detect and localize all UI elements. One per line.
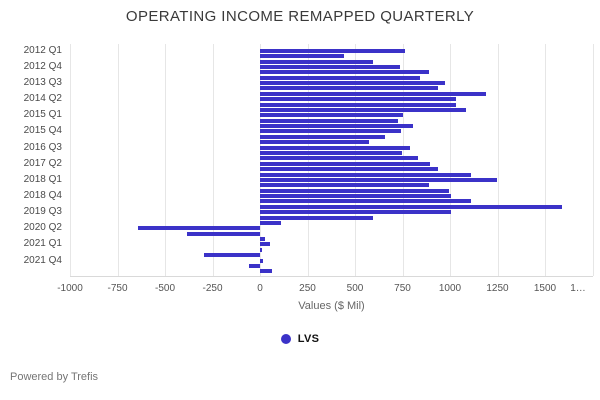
- bar-2016-Q3[interactable]: [260, 145, 411, 150]
- x-tick-label: -750: [107, 283, 128, 294]
- bar-2016-Q1[interactable]: [260, 134, 385, 139]
- y-tick-label: 2015 Q4: [23, 125, 62, 137]
- x-tick-label: 1000: [438, 283, 462, 294]
- x-tick-label: 1250: [486, 283, 509, 294]
- bar-2021-Q2[interactable]: [260, 247, 262, 252]
- y-tick-label: 2013 Q3: [23, 77, 62, 88]
- bar-2019-Q1[interactable]: [260, 199, 471, 204]
- bar-2017-Q3[interactable]: [260, 167, 438, 172]
- bar-2015-Q4[interactable]: [260, 129, 401, 134]
- legend-marker-icon: [280, 334, 291, 344]
- gridline: [212, 44, 214, 276]
- bar-2017-Q1[interactable]: [260, 156, 418, 161]
- bar-2018-Q4[interactable]: [260, 194, 451, 198]
- legend[interactable]: LVS: [0, 333, 600, 345]
- bar-2018-Q2[interactable]: [260, 183, 430, 188]
- y-tick-label: 2016 Q3: [23, 141, 62, 153]
- legend-series-label: LVS: [297, 333, 320, 345]
- bar-2018-Q3[interactable]: [260, 188, 450, 193]
- gridline: [117, 44, 119, 276]
- bar-2014-Q2[interactable]: [260, 97, 456, 102]
- bar-2020-Q4[interactable]: [260, 237, 265, 241]
- bar-2017-Q2[interactable]: [260, 161, 431, 166]
- x-tick-label: 1500: [533, 283, 557, 294]
- y-tick-label: 2020 Q2: [23, 222, 62, 234]
- bar-2021-Q1[interactable]: [260, 242, 271, 247]
- gridline: [70, 44, 71, 276]
- y-tick-label: 2014 Q2: [23, 93, 62, 105]
- bar-2016-Q2[interactable]: [260, 140, 370, 145]
- bar-2020-Q3[interactable]: [186, 231, 260, 236]
- x-tick-label: 0: [257, 283, 263, 294]
- y-tick-label: 2017 Q2: [23, 157, 62, 169]
- y-tick-label: 2015 Q1: [23, 109, 62, 121]
- x-tick-label: 750: [394, 283, 411, 294]
- bar-2013-Q2[interactable]: [260, 75, 420, 80]
- bar-2012-Q4[interactable]: [260, 64, 400, 69]
- gridline: [497, 44, 499, 276]
- bar-2017-Q4[interactable]: [260, 172, 471, 177]
- y-tick-label: 2021 Q1: [23, 238, 62, 250]
- bar-2020-Q2[interactable]: [138, 226, 260, 231]
- y-tick-label: 2018 Q1: [23, 173, 62, 185]
- bar-2012-Q2[interactable]: [260, 54, 344, 59]
- x-tick-label: 500: [346, 283, 364, 294]
- bar-2015-Q2[interactable]: [260, 118, 398, 123]
- bar-2012-Q3[interactable]: [260, 59, 373, 64]
- bar-2022-Q2[interactable]: [260, 269, 273, 274]
- gridline: [450, 44, 451, 276]
- x-tick-label: 250: [299, 283, 316, 294]
- powered-by-trefis-link[interactable]: Powered by Trefis: [10, 371, 99, 383]
- y-tick-label: 2019 Q3: [23, 206, 62, 218]
- bar-2016-Q4[interactable]: [260, 150, 402, 155]
- bar-2014-Q3[interactable]: [260, 102, 456, 107]
- x-tick-label: -1000: [57, 283, 83, 294]
- x-tick-label: -250: [202, 283, 223, 294]
- gridline: [545, 44, 546, 276]
- bar-2013-Q3[interactable]: [260, 81, 446, 85]
- bar-2022-Q1[interactable]: [248, 263, 260, 268]
- bar-2015-Q1[interactable]: [260, 113, 404, 118]
- y-tick-label: 2018 Q4: [23, 190, 62, 201]
- bar-2019-Q4[interactable]: [260, 215, 373, 220]
- bar-2020-Q1[interactable]: [260, 220, 281, 225]
- gridline: [592, 44, 594, 276]
- bar-2019-Q3[interactable]: [260, 210, 451, 215]
- x-axis-line: [70, 276, 593, 277]
- bar-2015-Q3[interactable]: [260, 124, 413, 128]
- y-tick-label: 2012 Q1: [23, 44, 62, 56]
- bar-2021-Q4[interactable]: [260, 258, 263, 263]
- bar-2012-Q1[interactable]: [260, 48, 406, 53]
- bar-2014-Q4[interactable]: [260, 107, 467, 112]
- y-tick-label: 2012 Q4: [23, 60, 62, 72]
- bar-2013-Q4[interactable]: [260, 86, 438, 91]
- bar-2013-Q1[interactable]: [260, 70, 430, 75]
- gridline: [165, 44, 166, 276]
- x-tick-label: 1…: [570, 283, 586, 294]
- bar-2021-Q3[interactable]: [203, 253, 260, 258]
- x-tick-label: -500: [154, 283, 176, 294]
- bar-2018-Q1[interactable]: [260, 177, 497, 182]
- y-tick-label: 2021 Q4: [23, 254, 62, 266]
- x-axis-title: Values ($ Mil): [298, 300, 365, 312]
- chart-title: OPERATING INCOME REMAPPED QUARTERLY: [125, 8, 475, 25]
- bar-2014-Q1[interactable]: [260, 91, 487, 96]
- bar-2019-Q2[interactable]: [260, 204, 563, 209]
